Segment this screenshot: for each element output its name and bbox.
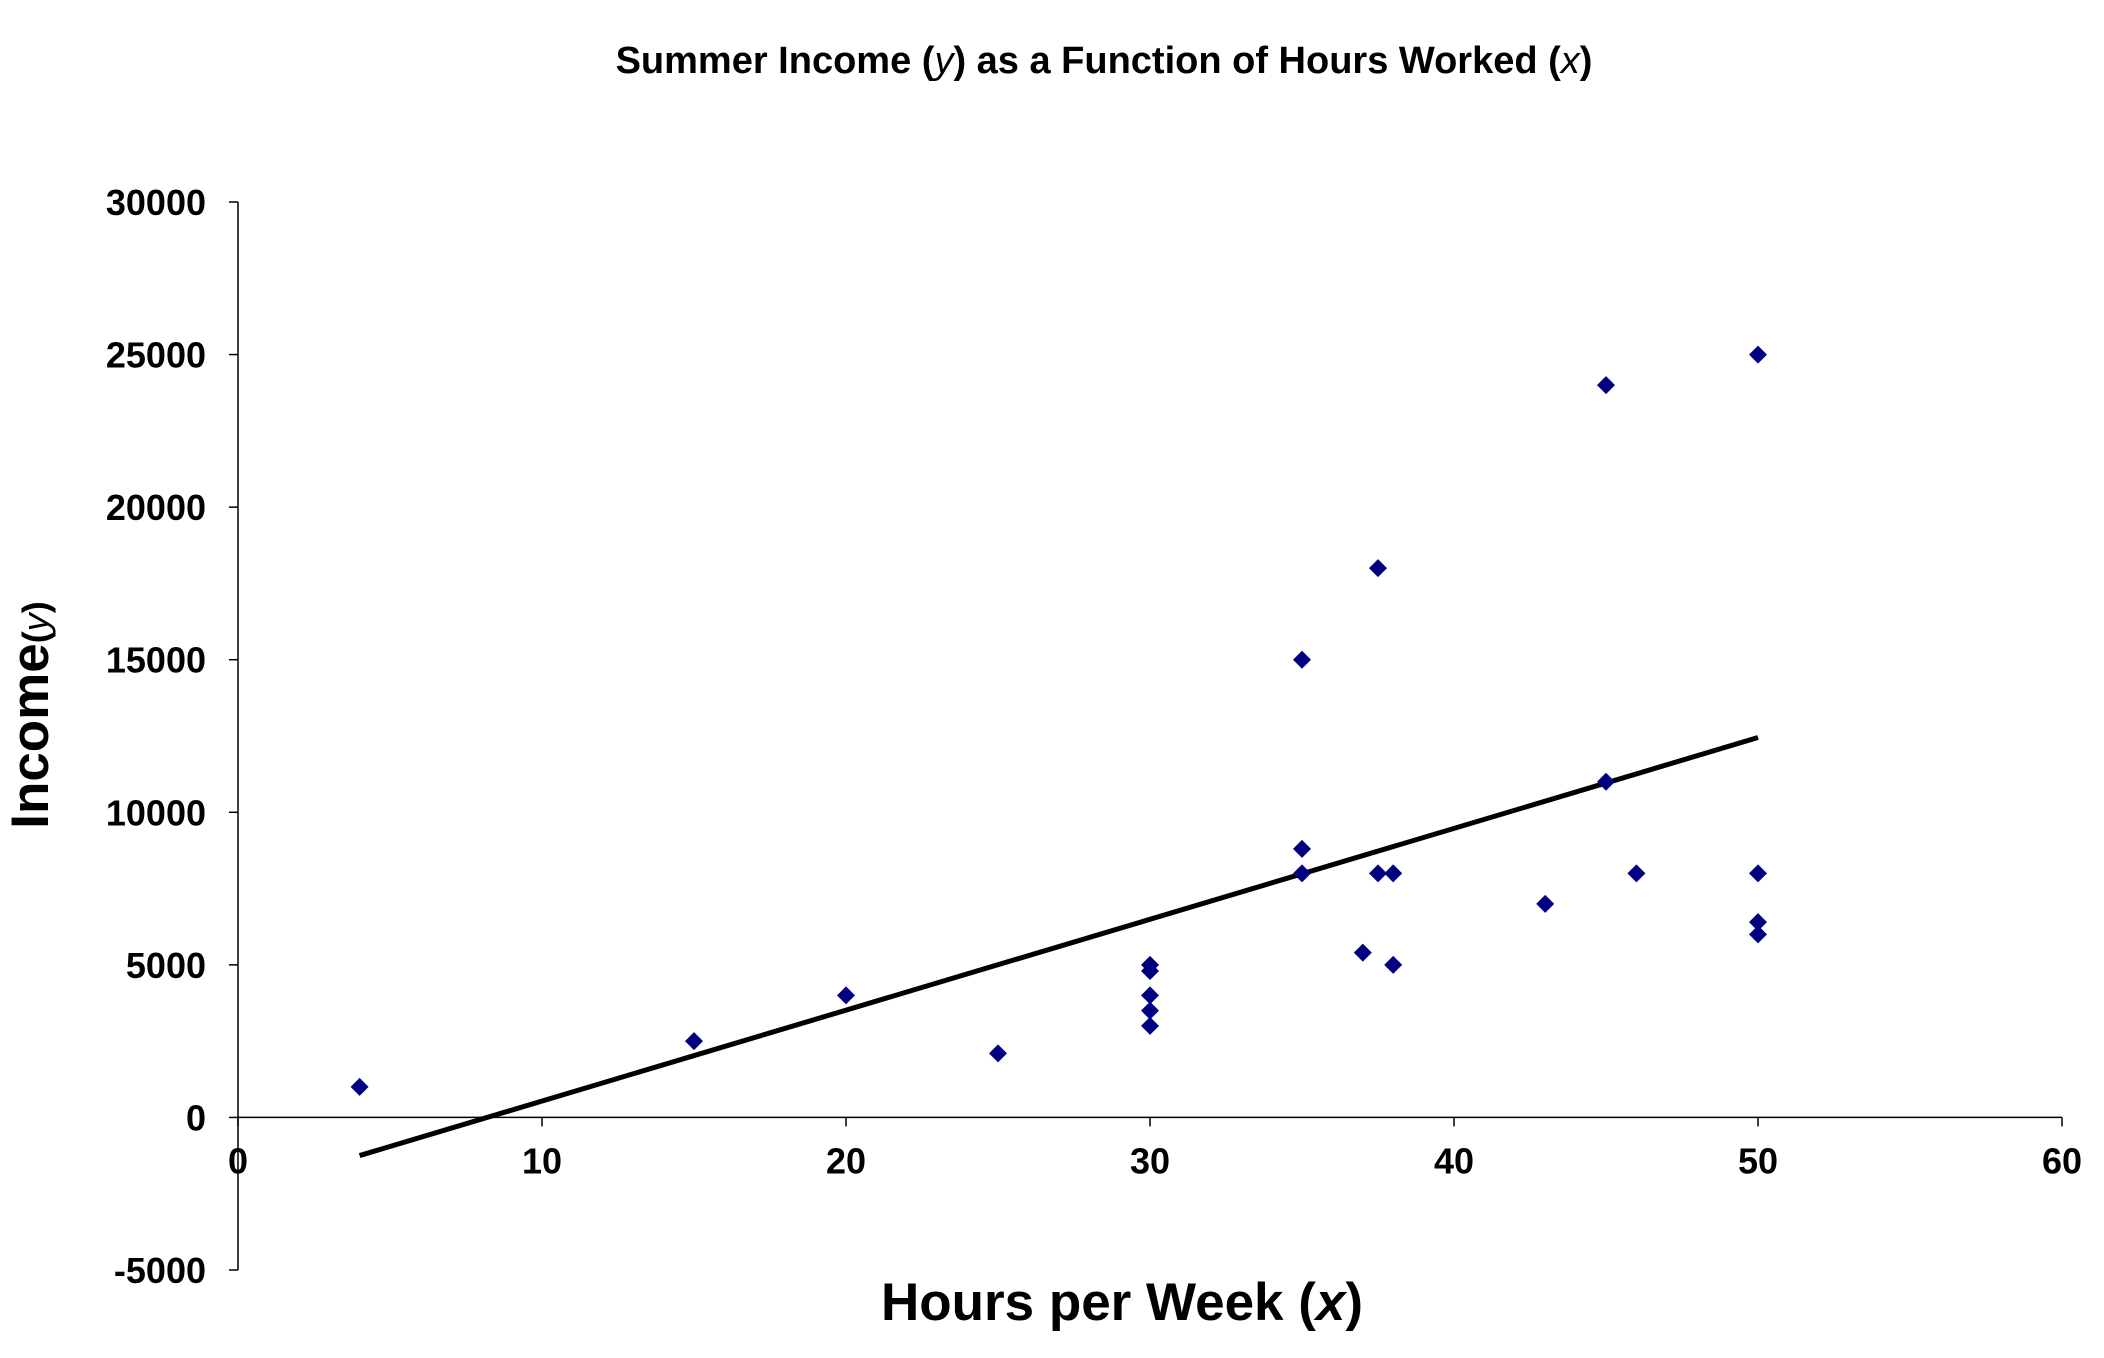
y-tick-label: 15000 bbox=[106, 640, 206, 681]
y-tick-label: 30000 bbox=[106, 182, 206, 223]
trendline-group bbox=[358, 735, 1759, 1158]
data-point bbox=[1293, 864, 1311, 883]
data-point bbox=[1293, 839, 1311, 858]
x-axis-ticks: 0 10 20 30 40 50 60 bbox=[228, 1117, 2082, 1181]
y-axis-label-text: Income bbox=[1, 643, 60, 829]
x-tick-label: 0 bbox=[228, 1140, 248, 1181]
x-axis-label-text: Hours per Week ( bbox=[881, 1273, 1316, 1332]
data-point bbox=[1384, 955, 1403, 974]
data-point bbox=[1369, 559, 1387, 578]
chart-title-var-y: y bbox=[931, 40, 955, 82]
data-point bbox=[1384, 864, 1403, 883]
data-point bbox=[1293, 650, 1311, 669]
data-point bbox=[1141, 986, 1159, 1005]
data-points bbox=[350, 345, 1767, 1096]
data-point bbox=[1749, 925, 1767, 944]
y-tick-label: 25000 bbox=[106, 335, 206, 376]
chart-title-var-x: x bbox=[1559, 40, 1582, 82]
chart-title-post: ) bbox=[1580, 40, 1593, 82]
x-tick-label: 20 bbox=[826, 1140, 866, 1181]
x-axis-label-var: x bbox=[1313, 1273, 1348, 1332]
chart-title-pre: Summer Income ( bbox=[616, 40, 935, 82]
data-point bbox=[1749, 913, 1767, 932]
data-point bbox=[1141, 955, 1159, 974]
y-tick-label: 10000 bbox=[106, 792, 206, 833]
data-point bbox=[1749, 864, 1767, 883]
y-tick-label: 5000 bbox=[126, 945, 206, 986]
data-point bbox=[1369, 864, 1387, 883]
data-point bbox=[1597, 772, 1615, 791]
y-axis-label: Income(y) bbox=[1, 601, 60, 829]
data-point bbox=[1749, 345, 1767, 364]
data-point bbox=[1353, 943, 1372, 962]
x-tick-label: 30 bbox=[1130, 1140, 1170, 1181]
y-axis-label-close: ) bbox=[15, 601, 56, 613]
data-point bbox=[685, 1032, 703, 1051]
x-tick-label: 10 bbox=[522, 1140, 562, 1181]
y-axis-ticks: -5000 0 5000 10000 15000 20000 25000 30000 bbox=[106, 182, 238, 1291]
x-tick-label: 50 bbox=[1738, 1140, 1778, 1181]
data-point bbox=[1141, 1016, 1159, 1035]
data-point bbox=[837, 986, 855, 1005]
y-tick-label: 20000 bbox=[106, 487, 206, 528]
y-axis-label-open: ( bbox=[15, 631, 56, 643]
y-tick-label: 0 bbox=[186, 1097, 206, 1138]
data-point bbox=[1141, 1001, 1159, 1020]
data-point bbox=[1627, 864, 1646, 883]
y-axis-label-var: y bbox=[15, 611, 56, 634]
x-tick-label: 40 bbox=[1434, 1140, 1474, 1181]
data-point bbox=[989, 1044, 1007, 1063]
chart-title-mid: ) as a Function of Hours Worked ( bbox=[953, 40, 1561, 82]
x-tick-label: 60 bbox=[2042, 1140, 2082, 1181]
x-axis-label: Hours per Week (x) bbox=[881, 1273, 1363, 1332]
data-point bbox=[350, 1077, 369, 1096]
trendline bbox=[358, 735, 1759, 1158]
y-tick-label: -5000 bbox=[114, 1250, 206, 1291]
data-point bbox=[1536, 894, 1555, 913]
data-point bbox=[1597, 376, 1615, 395]
x-axis-label-close: ) bbox=[1345, 1273, 1363, 1332]
chart-title: Summer Income (y) as a Function of Hours… bbox=[616, 40, 1593, 82]
